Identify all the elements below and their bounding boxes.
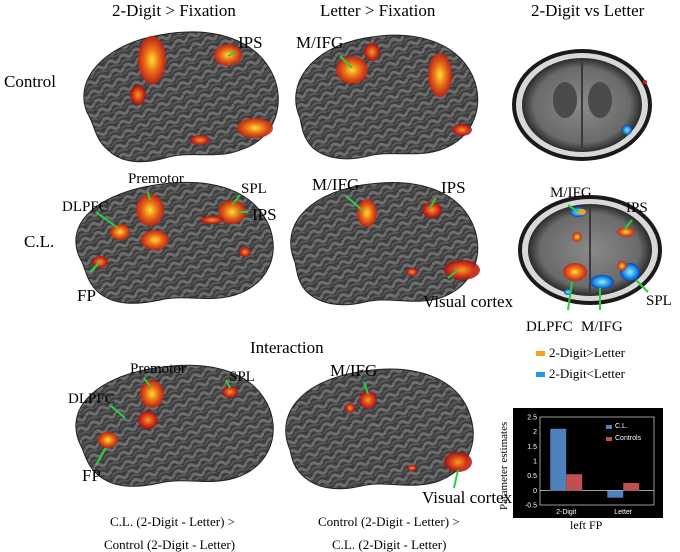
legend-label: 2-Digit<Letter — [549, 366, 625, 381]
inset-legend-swatch — [606, 424, 612, 429]
brain-interaction-control — [285, 368, 474, 490]
inset-y-tick-label: 0 — [533, 488, 537, 495]
inset-y-tick-label: 2.5 — [527, 415, 537, 422]
inset-y-tick-label: 1 — [533, 459, 537, 466]
label-ips-axial: IPS — [626, 200, 648, 216]
inset-bar — [566, 474, 583, 491]
legend-item-2digit-greater: 2-Digit>Letter — [536, 345, 625, 361]
header-letter-fixation: Letter > Fixation — [320, 1, 436, 20]
inset-x-axis-label: left FP — [570, 518, 603, 532]
inset-y-tick-label: -0.5 — [525, 503, 537, 510]
label-mifg-axial-bottom: M/IFG — [581, 319, 623, 335]
inset-bar — [550, 428, 567, 491]
label-mifg-axial-top: M/IFG — [550, 185, 592, 201]
label-spl-int: SPL — [229, 369, 255, 385]
annotation-arrows — [89, 51, 649, 489]
inset-legend-label: C.L. — [615, 423, 628, 430]
row-label-control: Control — [4, 72, 56, 91]
label-dlpfc-int: DLPFC — [68, 391, 115, 407]
label-ips-cl-letter: IPS — [441, 178, 466, 197]
brain-control-letter — [295, 34, 479, 160]
legend-swatch — [536, 350, 545, 356]
legend-item-2digit-less: 2-Digit<Letter — [536, 366, 625, 382]
label-visual-cortex-int: Visual cortex — [422, 488, 513, 507]
inset-legend-controls: Controls — [606, 435, 641, 442]
inset-y-axis-label: Parameter estimates — [498, 421, 510, 510]
inset-legend-label: Controls — [615, 435, 642, 442]
inset-chart-svg: -0.5 0 0.5 1 1.5 2 2.5 2-Digit Letter — [525, 415, 655, 516]
inset-x-tick-label: Letter — [614, 509, 633, 516]
inset-y-tick-label: 2 — [533, 429, 537, 436]
inset-legend-swatch — [606, 436, 612, 441]
inset-bar — [623, 483, 640, 491]
label-spl-axial: SPL — [646, 293, 672, 309]
label-mifg-cl-letter: M/IFG — [312, 175, 360, 194]
inset-y-tick-label: 1.5 — [527, 444, 537, 451]
header-interaction: Interaction — [250, 338, 324, 357]
brain-interaction-cl — [75, 364, 274, 487]
label-ips-control: IPS — [238, 33, 263, 52]
brain-cl-2digit — [75, 181, 274, 304]
label-premotor-cl: Premotor — [128, 171, 184, 187]
header-2digit-vs-letter: 2-Digit vs Letter — [531, 1, 645, 20]
caption-left-line1: C.L. (2-Digit - Letter) > — [110, 514, 236, 529]
inset-legend-cl: C.L. — [606, 423, 628, 430]
inset-y-tick-label: 0.5 — [527, 473, 537, 480]
label-visual-cortex-cl: Visual cortex — [423, 292, 514, 311]
header-2digit-fixation: 2-Digit > Fixation — [112, 1, 236, 20]
label-dlpfc-cl: DLPFC — [62, 199, 109, 215]
label-premotor-int: Premotor — [130, 361, 186, 377]
label-ips-cl: IPS — [252, 205, 277, 224]
caption-right-line2: C.L. (2-Digit - Letter) — [332, 537, 447, 552]
row-label-cl: C.L. — [24, 232, 55, 251]
caption-right-line1: Control (2-Digit - Letter) > — [318, 514, 460, 529]
axial-slice-cl — [518, 195, 662, 305]
inset-bar — [607, 490, 624, 498]
brain-cl-letter — [290, 182, 480, 306]
activation-blob — [138, 36, 166, 84]
label-fp-cl: FP — [77, 286, 96, 305]
label-mifg-control: M/IFG — [296, 33, 344, 52]
label-mifg-int: M/IFG — [330, 361, 378, 380]
brain-control-2digit — [83, 31, 279, 163]
label-spl-cl: SPL — [241, 181, 267, 197]
legend-label: 2-Digit>Letter — [549, 345, 625, 360]
caption-left-line2: Control (2-Digit - Letter) — [104, 537, 236, 552]
label-fp-int: FP — [82, 466, 101, 485]
label-dlpfc-axial: DLPFC — [526, 319, 573, 335]
inset-plot-frame — [539, 416, 655, 506]
inset-x-tick-label: 2-Digit — [556, 509, 576, 516]
inset-bar-chart: -0.5 0 0.5 1 1.5 2 2.5 2-Digit Letter C.L. Contr… — [513, 408, 663, 518]
axial-slice-control — [512, 49, 652, 161]
legend-swatch — [536, 371, 545, 377]
